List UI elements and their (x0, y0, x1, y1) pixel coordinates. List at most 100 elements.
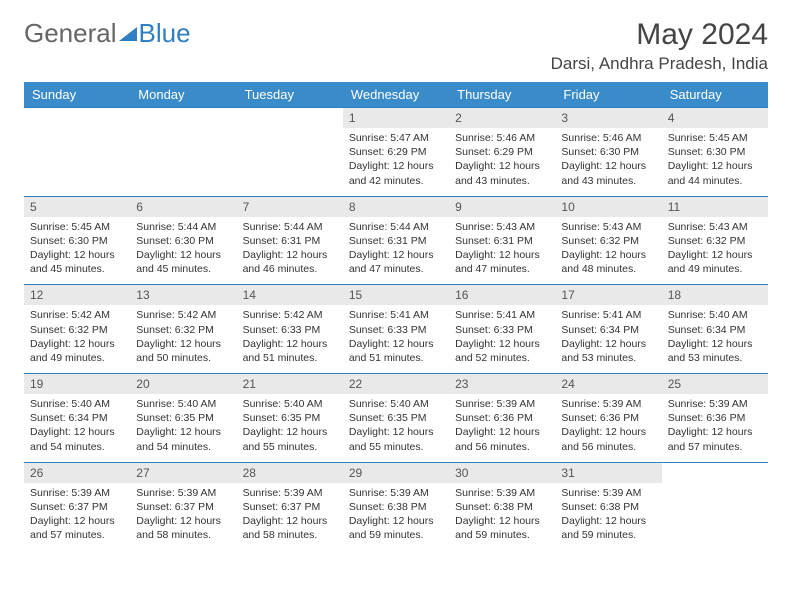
calendar-cell: 21Sunrise: 5:40 AMSunset: 6:35 PMDayligh… (237, 373, 343, 462)
calendar-cell: 4Sunrise: 5:45 AMSunset: 6:30 PMDaylight… (662, 107, 768, 196)
brand-part2: Blue (139, 18, 191, 49)
calendar-week: ......1Sunrise: 5:47 AMSunset: 6:29 PMDa… (24, 107, 768, 196)
day-info: Sunrise: 5:39 AMSunset: 6:38 PMDaylight:… (449, 483, 555, 551)
day-number: 3 (555, 108, 661, 128)
brand-logo: General Blue (24, 18, 191, 49)
day-info: Sunrise: 5:43 AMSunset: 6:31 PMDaylight:… (449, 217, 555, 285)
day-number: 26 (24, 463, 130, 483)
day-number: 25 (662, 374, 768, 394)
calendar-cell: 6Sunrise: 5:44 AMSunset: 6:30 PMDaylight… (130, 196, 236, 285)
day-number: 4 (662, 108, 768, 128)
day-number: 28 (237, 463, 343, 483)
brand-part1: General (24, 18, 117, 49)
day-info: Sunrise: 5:40 AMSunset: 6:35 PMDaylight:… (237, 394, 343, 462)
calendar-cell: 23Sunrise: 5:39 AMSunset: 6:36 PMDayligh… (449, 373, 555, 462)
calendar-cell: 8Sunrise: 5:44 AMSunset: 6:31 PMDaylight… (343, 196, 449, 285)
day-number: 12 (24, 285, 130, 305)
day-info: Sunrise: 5:39 AMSunset: 6:37 PMDaylight:… (130, 483, 236, 551)
calendar-cell: 9Sunrise: 5:43 AMSunset: 6:31 PMDaylight… (449, 196, 555, 285)
day-info: Sunrise: 5:44 AMSunset: 6:30 PMDaylight:… (130, 217, 236, 285)
calendar-cell: .. (130, 107, 236, 196)
title-block: May 2024 Darsi, Andhra Pradesh, India (551, 18, 768, 74)
day-header-row: SundayMondayTuesdayWednesdayThursdayFrid… (24, 82, 768, 107)
day-header: Tuesday (237, 82, 343, 107)
calendar-cell: 14Sunrise: 5:42 AMSunset: 6:33 PMDayligh… (237, 284, 343, 373)
day-number: 16 (449, 285, 555, 305)
day-info: Sunrise: 5:46 AMSunset: 6:30 PMDaylight:… (555, 128, 661, 196)
day-number: 5 (24, 197, 130, 217)
day-header: Monday (130, 82, 236, 107)
day-number: 20 (130, 374, 236, 394)
day-info: Sunrise: 5:40 AMSunset: 6:35 PMDaylight:… (343, 394, 449, 462)
day-number: 23 (449, 374, 555, 394)
calendar-cell: 12Sunrise: 5:42 AMSunset: 6:32 PMDayligh… (24, 284, 130, 373)
day-info: Sunrise: 5:39 AMSunset: 6:36 PMDaylight:… (449, 394, 555, 462)
calendar-cell: .. (237, 107, 343, 196)
day-number: 10 (555, 197, 661, 217)
calendar-cell: 3Sunrise: 5:46 AMSunset: 6:30 PMDaylight… (555, 107, 661, 196)
day-number: 27 (130, 463, 236, 483)
calendar-cell: 7Sunrise: 5:44 AMSunset: 6:31 PMDaylight… (237, 196, 343, 285)
calendar-week: 26Sunrise: 5:39 AMSunset: 6:37 PMDayligh… (24, 462, 768, 551)
calendar-cell: 16Sunrise: 5:41 AMSunset: 6:33 PMDayligh… (449, 284, 555, 373)
calendar-table: SundayMondayTuesdayWednesdayThursdayFrid… (24, 82, 768, 550)
location-text: Darsi, Andhra Pradesh, India (551, 54, 768, 74)
calendar-cell: 15Sunrise: 5:41 AMSunset: 6:33 PMDayligh… (343, 284, 449, 373)
day-info: Sunrise: 5:47 AMSunset: 6:29 PMDaylight:… (343, 128, 449, 196)
month-title: May 2024 (551, 18, 768, 52)
calendar-cell: .. (24, 107, 130, 196)
day-info: Sunrise: 5:45 AMSunset: 6:30 PMDaylight:… (662, 128, 768, 196)
day-number: 17 (555, 285, 661, 305)
day-info: Sunrise: 5:40 AMSunset: 6:34 PMDaylight:… (662, 305, 768, 373)
calendar-cell: 17Sunrise: 5:41 AMSunset: 6:34 PMDayligh… (555, 284, 661, 373)
day-info: Sunrise: 5:43 AMSunset: 6:32 PMDaylight:… (662, 217, 768, 285)
day-info: Sunrise: 5:41 AMSunset: 6:34 PMDaylight:… (555, 305, 661, 373)
calendar-cell: 13Sunrise: 5:42 AMSunset: 6:32 PMDayligh… (130, 284, 236, 373)
calendar-cell: 29Sunrise: 5:39 AMSunset: 6:38 PMDayligh… (343, 462, 449, 551)
day-header: Wednesday (343, 82, 449, 107)
day-number: 13 (130, 285, 236, 305)
calendar-cell: 20Sunrise: 5:40 AMSunset: 6:35 PMDayligh… (130, 373, 236, 462)
calendar-cell: 28Sunrise: 5:39 AMSunset: 6:37 PMDayligh… (237, 462, 343, 551)
day-number: 9 (449, 197, 555, 217)
day-number: 14 (237, 285, 343, 305)
day-info: Sunrise: 5:42 AMSunset: 6:33 PMDaylight:… (237, 305, 343, 373)
day-info: Sunrise: 5:41 AMSunset: 6:33 PMDaylight:… (449, 305, 555, 373)
calendar-cell: 11Sunrise: 5:43 AMSunset: 6:32 PMDayligh… (662, 196, 768, 285)
calendar-cell: 31Sunrise: 5:39 AMSunset: 6:38 PMDayligh… (555, 462, 661, 551)
day-number: 1 (343, 108, 449, 128)
day-number: 11 (662, 197, 768, 217)
calendar-cell: .. (662, 462, 768, 551)
calendar-cell: 27Sunrise: 5:39 AMSunset: 6:37 PMDayligh… (130, 462, 236, 551)
day-info: Sunrise: 5:39 AMSunset: 6:38 PMDaylight:… (343, 483, 449, 551)
day-number: 19 (24, 374, 130, 394)
day-info: Sunrise: 5:46 AMSunset: 6:29 PMDaylight:… (449, 128, 555, 196)
calendar-cell: 5Sunrise: 5:45 AMSunset: 6:30 PMDaylight… (24, 196, 130, 285)
day-number: 21 (237, 374, 343, 394)
calendar-cell: 25Sunrise: 5:39 AMSunset: 6:36 PMDayligh… (662, 373, 768, 462)
calendar-cell: 22Sunrise: 5:40 AMSunset: 6:35 PMDayligh… (343, 373, 449, 462)
day-header: Thursday (449, 82, 555, 107)
day-number: 18 (662, 285, 768, 305)
day-number: 2 (449, 108, 555, 128)
day-number: 6 (130, 197, 236, 217)
calendar-cell: 24Sunrise: 5:39 AMSunset: 6:36 PMDayligh… (555, 373, 661, 462)
calendar-week: 19Sunrise: 5:40 AMSunset: 6:34 PMDayligh… (24, 373, 768, 462)
calendar-cell: 26Sunrise: 5:39 AMSunset: 6:37 PMDayligh… (24, 462, 130, 551)
day-info: Sunrise: 5:39 AMSunset: 6:37 PMDaylight:… (24, 483, 130, 551)
calendar-cell: 30Sunrise: 5:39 AMSunset: 6:38 PMDayligh… (449, 462, 555, 551)
day-info: Sunrise: 5:39 AMSunset: 6:36 PMDaylight:… (555, 394, 661, 462)
day-number: 7 (237, 197, 343, 217)
day-info: Sunrise: 5:39 AMSunset: 6:37 PMDaylight:… (237, 483, 343, 551)
calendar-cell: 19Sunrise: 5:40 AMSunset: 6:34 PMDayligh… (24, 373, 130, 462)
calendar-body: ......1Sunrise: 5:47 AMSunset: 6:29 PMDa… (24, 107, 768, 550)
calendar-cell: 1Sunrise: 5:47 AMSunset: 6:29 PMDaylight… (343, 107, 449, 196)
brand-triangle-icon (119, 27, 137, 41)
calendar-cell: 18Sunrise: 5:40 AMSunset: 6:34 PMDayligh… (662, 284, 768, 373)
day-number: 31 (555, 463, 661, 483)
calendar-cell: 10Sunrise: 5:43 AMSunset: 6:32 PMDayligh… (555, 196, 661, 285)
day-number: 30 (449, 463, 555, 483)
day-number: 29 (343, 463, 449, 483)
day-header: Friday (555, 82, 661, 107)
day-header: Saturday (662, 82, 768, 107)
